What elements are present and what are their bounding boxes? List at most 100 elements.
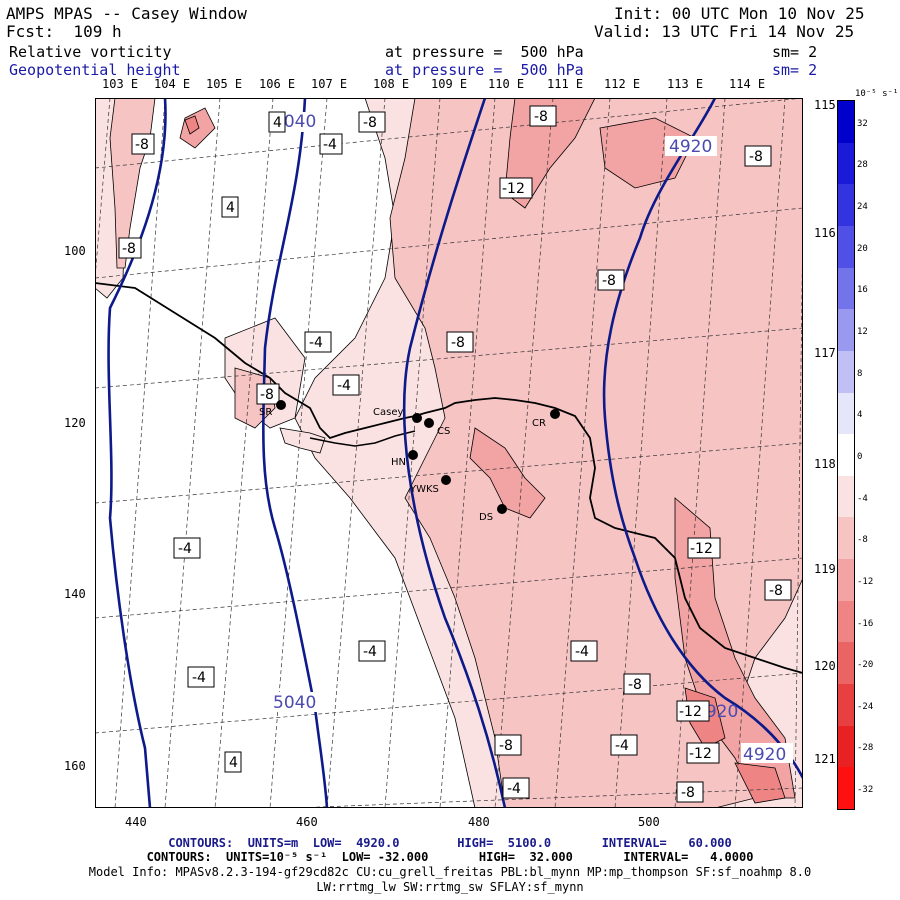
station-marker bbox=[497, 504, 507, 514]
colorbar-tick: 4 bbox=[857, 410, 863, 421]
colorbar-segment bbox=[838, 184, 854, 227]
vort-label: -8 bbox=[769, 583, 783, 599]
vort-label: -8 bbox=[681, 785, 695, 801]
colorbar-segment bbox=[838, 684, 854, 727]
field2-pressure: at pressure = 500 hPa bbox=[385, 61, 584, 79]
vort-label: -8 bbox=[499, 738, 513, 754]
x-tick: 460 bbox=[296, 815, 318, 829]
colorbar-tick: -4 bbox=[857, 493, 868, 504]
x-tick: 480 bbox=[468, 815, 490, 829]
lon-label: 112 E bbox=[604, 77, 641, 91]
station-marker bbox=[408, 450, 418, 460]
contours-height-info: CONTOURS: UNITS=m LOW= 4920.0 HIGH= 5100… bbox=[168, 836, 732, 850]
colorbar-segment bbox=[838, 559, 854, 602]
y-tick: 100 bbox=[64, 244, 86, 258]
forecast-hour: Fcst: 109 h bbox=[6, 22, 122, 41]
vort-label: -4 bbox=[337, 378, 351, 394]
lon-label: 114 E bbox=[729, 77, 766, 91]
vort-label: -12 bbox=[689, 746, 712, 762]
vort-label: -8 bbox=[260, 387, 274, 403]
vort-label: -8 bbox=[534, 109, 548, 125]
field1-smoothing: sm= 2 bbox=[772, 43, 818, 61]
colorbar-segment bbox=[838, 267, 854, 310]
colorbar-segment bbox=[838, 642, 854, 685]
station-label: DS bbox=[479, 512, 493, 523]
lon-label: 113 E bbox=[667, 77, 704, 91]
vort-label: -8 bbox=[122, 241, 136, 257]
stations: SR Casey CS HN YWKS DS CR bbox=[259, 400, 560, 523]
station-marker bbox=[424, 418, 434, 428]
vort-label: -4 bbox=[309, 335, 323, 351]
station-label: HN bbox=[391, 457, 406, 468]
vort-label: -4 bbox=[178, 541, 192, 557]
vort-label: -4 bbox=[192, 670, 206, 686]
field1-label: Relative vorticity bbox=[9, 43, 172, 61]
colorbar-tick: -12 bbox=[857, 576, 874, 587]
colorbar-tick: -8 bbox=[857, 535, 868, 546]
vort-label: -4 bbox=[507, 781, 521, 797]
colorbar-tick: -16 bbox=[857, 618, 874, 629]
vort-label: -8 bbox=[628, 677, 642, 693]
vort-label: -12 bbox=[679, 704, 702, 720]
map-title: AMPS MPAS -- Casey Window bbox=[6, 4, 247, 23]
colorbar-segment bbox=[838, 725, 854, 768]
station-label: CR bbox=[532, 418, 546, 429]
station-label: Casey bbox=[373, 407, 403, 418]
vort-label: -8 bbox=[749, 149, 763, 165]
vort-label: -4 bbox=[323, 137, 337, 153]
vorticity-labels: -8 4 -4 -8 -8 -8 4 -12 -8 -8 -4 -8 -4 -8… bbox=[118, 105, 792, 803]
vort-label: -8 bbox=[602, 273, 616, 289]
height-label: 4920 bbox=[743, 745, 786, 765]
height-label: 4920 bbox=[669, 137, 712, 157]
plot-frame bbox=[95, 98, 803, 808]
vort-label: -12 bbox=[502, 181, 525, 197]
colorbar-tick: 16 bbox=[857, 285, 868, 296]
station-label: CS bbox=[437, 426, 450, 437]
colorbar-tick: 0 bbox=[857, 451, 863, 462]
height-contours bbox=[107, 98, 803, 808]
x-tick: 440 bbox=[125, 815, 147, 829]
station-label: SR bbox=[259, 407, 272, 418]
x-tick: 500 bbox=[638, 815, 660, 829]
colorbar-segment bbox=[838, 767, 854, 810]
station-marker bbox=[412, 413, 422, 423]
lon-label: 108 E bbox=[373, 77, 410, 91]
station-label: YWKS bbox=[409, 484, 439, 495]
vorticity-map: 5040 4920 5040 4920 4920 -8 4 -4 -8 -8 -… bbox=[95, 98, 803, 808]
colorbar-segment bbox=[838, 392, 854, 435]
station-marker bbox=[276, 400, 286, 410]
lon-label: 107 E bbox=[311, 77, 348, 91]
contours-vorticity-info: CONTOURS: UNITS=10⁻⁵ s⁻¹ LOW= -32.000 HI… bbox=[146, 850, 754, 864]
colorbar-tick: 20 bbox=[857, 243, 868, 254]
field1-pressure: at pressure = 500 hPa bbox=[385, 43, 584, 61]
coastline-island bbox=[309, 430, 416, 447]
model-info-physics: LW:rrtmg_lw SW:rrtmg_sw SFLAY:sf_mynn bbox=[316, 880, 584, 894]
lon-label: 111 E bbox=[547, 77, 584, 91]
station-marker bbox=[441, 475, 451, 485]
lon-label: 109 E bbox=[431, 77, 468, 91]
vort-label: 4 bbox=[229, 755, 238, 771]
colorbar-tick: 28 bbox=[857, 160, 868, 171]
vort-label: -8 bbox=[135, 137, 149, 153]
lon-label: 104 E bbox=[154, 77, 191, 91]
coastline bbox=[95, 282, 803, 674]
colorbar-segment bbox=[838, 600, 854, 643]
colorbar-tick: 32 bbox=[857, 118, 868, 129]
colorbar-tick: -24 bbox=[857, 701, 874, 712]
vort-label: -4 bbox=[615, 738, 629, 754]
y-tick: 160 bbox=[64, 759, 86, 773]
colorbar-tick: -20 bbox=[857, 660, 874, 671]
colorbar-tick: 8 bbox=[857, 368, 863, 379]
colorbar-tick: 24 bbox=[857, 202, 868, 213]
height-label: 5040 bbox=[273, 693, 316, 713]
lon-label: 106 E bbox=[259, 77, 296, 91]
init-time: Init: 00 UTC Mon 10 Nov 25 bbox=[614, 4, 865, 23]
colorbar-segment bbox=[838, 475, 854, 518]
model-info: Model Info: MPASv8.2.3-194-gf29cd82c CU:… bbox=[88, 865, 812, 879]
y-tick: 120 bbox=[64, 416, 86, 430]
vort-label: 4 bbox=[273, 115, 282, 131]
colorbar-segment bbox=[838, 309, 854, 352]
vort-label: -8 bbox=[363, 115, 377, 131]
lon-label: 105 E bbox=[206, 77, 243, 91]
vort-label: -8 bbox=[451, 335, 465, 351]
